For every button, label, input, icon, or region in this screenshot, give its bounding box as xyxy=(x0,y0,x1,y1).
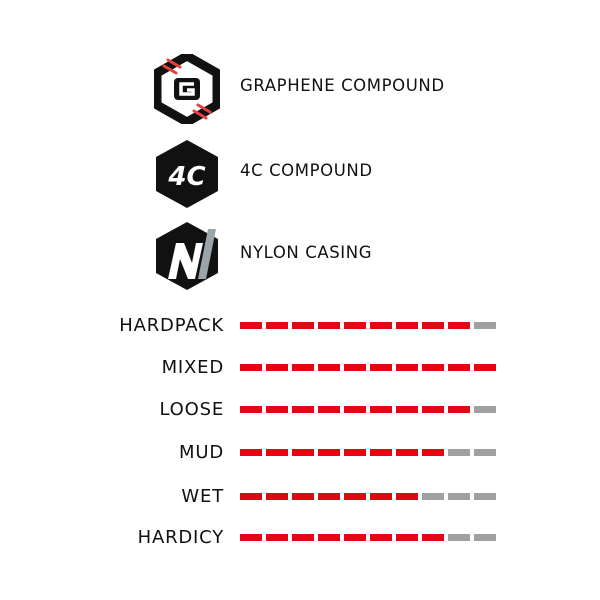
rating-bar xyxy=(240,534,500,542)
feature-label: 4C COMPOUND xyxy=(240,161,373,180)
feature-nylon: NYLON CASING xyxy=(154,221,371,291)
rating-label: HARDPACK xyxy=(119,315,224,336)
feature-graphene: GRAPHENE COMPOUND xyxy=(154,54,444,124)
rating-segment-filled xyxy=(396,493,418,500)
nylon-n-hexagon-icon xyxy=(156,222,218,290)
rating-segment-filled xyxy=(396,449,418,456)
rating-segment-filled xyxy=(422,406,444,413)
rating-segment-filled xyxy=(422,449,444,456)
rating-segment-filled xyxy=(344,449,366,456)
rating-segment-filled xyxy=(344,364,366,371)
rating-segment-filled xyxy=(422,534,444,541)
rating-segment-filled xyxy=(266,322,288,329)
rating-bar xyxy=(240,406,500,414)
rating-segment-filled xyxy=(292,449,314,456)
rating-segment-filled xyxy=(240,322,262,329)
rating-segment-filled xyxy=(396,322,418,329)
rating-segment-filled xyxy=(292,493,314,500)
rating-label: HARDICY xyxy=(137,527,224,548)
rating-segment-filled xyxy=(266,406,288,413)
rating-segment-filled xyxy=(422,364,444,371)
rating-bar xyxy=(240,449,500,457)
rating-segment-empty xyxy=(474,449,496,456)
rating-segment-filled xyxy=(396,406,418,413)
rating-segment-filled xyxy=(370,406,392,413)
rating-segment-filled xyxy=(344,493,366,500)
rating-segment-filled xyxy=(240,534,262,541)
rating-row-hardpack: HARDPACK xyxy=(0,314,600,338)
rating-segment-filled xyxy=(292,322,314,329)
4c-hexagon-icon: 4C xyxy=(156,140,218,208)
graphene-g-hexagon-icon xyxy=(154,54,220,124)
rating-row-hardicy: HARDICY xyxy=(0,526,600,550)
rating-segment-filled xyxy=(292,364,314,371)
rating-label: WET xyxy=(181,486,224,507)
rating-row-loose: LOOSE xyxy=(0,398,600,422)
rating-segment-filled xyxy=(370,534,392,541)
feature-4c: 4C 4C COMPOUND xyxy=(154,139,372,209)
rating-segment-filled xyxy=(318,322,340,329)
rating-segment-filled xyxy=(370,493,392,500)
rating-segment-filled xyxy=(318,534,340,541)
rating-segment-filled xyxy=(266,449,288,456)
feature-label: GRAPHENE COMPOUND xyxy=(240,76,445,95)
rating-segment-filled xyxy=(318,449,340,456)
rating-label: MUD xyxy=(179,442,224,463)
rating-segment-filled xyxy=(422,322,444,329)
rating-segment-filled xyxy=(396,534,418,541)
rating-segment-empty xyxy=(422,493,444,500)
rating-segment-filled xyxy=(292,406,314,413)
rating-segment-filled xyxy=(240,493,262,500)
rating-bar xyxy=(240,322,500,330)
rating-segment-filled xyxy=(474,364,496,371)
rating-segment-filled xyxy=(370,322,392,329)
rating-segment-filled xyxy=(318,364,340,371)
rating-label: MIXED xyxy=(161,357,224,378)
svg-text:4C: 4C xyxy=(167,162,205,192)
rating-segment-filled xyxy=(292,534,314,541)
rating-segment-empty xyxy=(448,449,470,456)
rating-segment-filled xyxy=(448,364,470,371)
rating-bar xyxy=(240,493,500,501)
rating-segment-filled xyxy=(240,449,262,456)
rating-segment-empty xyxy=(474,493,496,500)
rating-segment-filled xyxy=(448,322,470,329)
rating-segment-filled xyxy=(266,364,288,371)
rating-segment-filled xyxy=(318,406,340,413)
rating-label: LOOSE xyxy=(159,399,224,420)
rating-segment-filled xyxy=(240,406,262,413)
rating-segment-empty xyxy=(474,534,496,541)
rating-segment-filled xyxy=(266,493,288,500)
rating-row-mud: MUD xyxy=(0,441,600,465)
rating-segment-filled xyxy=(396,364,418,371)
rating-row-wet: WET xyxy=(0,485,600,509)
rating-segment-filled xyxy=(344,406,366,413)
rating-segment-filled xyxy=(370,449,392,456)
rating-segment-filled xyxy=(448,406,470,413)
rating-segment-filled xyxy=(318,493,340,500)
rating-segment-empty xyxy=(448,493,470,500)
rating-segment-empty xyxy=(474,406,496,413)
rating-segment-filled xyxy=(240,364,262,371)
rating-segment-filled xyxy=(370,364,392,371)
rating-segment-filled xyxy=(344,534,366,541)
rating-segment-empty xyxy=(448,534,470,541)
rating-row-mixed: MIXED xyxy=(0,356,600,380)
rating-bar xyxy=(240,364,500,372)
feature-label: NYLON CASING xyxy=(240,243,373,262)
rating-segment-empty xyxy=(474,322,496,329)
rating-segment-filled xyxy=(266,534,288,541)
rating-segment-filled xyxy=(344,322,366,329)
